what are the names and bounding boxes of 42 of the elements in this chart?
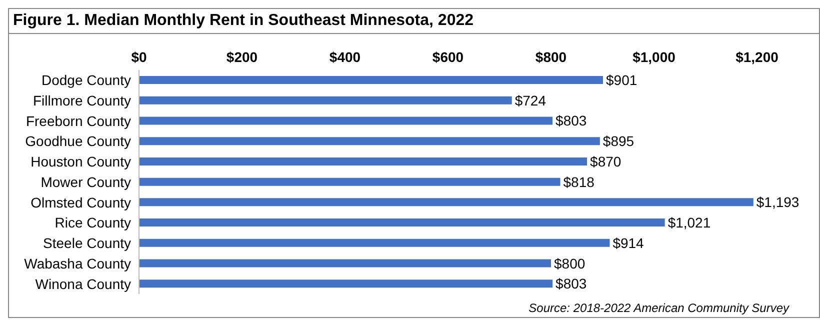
y-tick-label: Steele County — [43, 235, 131, 252]
data-label: $895 — [602, 133, 634, 150]
bar — [139, 259, 551, 268]
bar — [139, 137, 600, 146]
source-note: Source: 2018-2022 American Community Survey — [528, 301, 789, 315]
y-tick-label: Rice County — [54, 214, 131, 231]
y-tick-label: Winona County — [35, 276, 131, 292]
x-tick-label: $200 — [226, 49, 258, 65]
data-label: $818 — [563, 174, 595, 190]
y-tick-label: Olmsted County — [30, 194, 131, 210]
y-tick-label: Dodge County — [41, 72, 131, 88]
data-label: $803 — [556, 112, 587, 129]
x-tick-label: $600 — [432, 49, 464, 65]
bar — [139, 198, 754, 206]
bar — [139, 157, 588, 166]
x-tick-label: $800 — [535, 49, 567, 65]
x-tick-label: $1,200 — [736, 49, 779, 65]
bar — [139, 238, 610, 247]
data-label: $901 — [606, 72, 638, 88]
y-tick-label: Goodhue County — [25, 133, 131, 150]
bar — [139, 280, 553, 288]
y-tick-label: Freeborn County — [26, 112, 131, 129]
chart-title: Figure 1. Median Monthly Rent in Southeast Minnesota, 2022 — [9, 9, 819, 34]
y-tick-label: Houston County — [30, 154, 131, 170]
x-tick-label: $400 — [329, 49, 361, 65]
data-label: $1,021 — [668, 214, 711, 231]
data-label: $870 — [590, 153, 622, 170]
y-tick-label: Wabasha County — [24, 255, 131, 272]
bar — [139, 116, 553, 125]
y-tick-label: Fillmore County — [32, 92, 131, 109]
y-tick-label: Mower County — [40, 174, 131, 190]
bar — [139, 178, 560, 186]
bar — [139, 218, 665, 227]
data-label: $1,193 — [756, 194, 800, 210]
x-tick-label: $0 — [131, 49, 147, 65]
x-tick-label: $1,000 — [632, 49, 676, 65]
data-label: $914 — [612, 234, 644, 251]
data-label: $724 — [514, 92, 546, 108]
data-label: $803 — [556, 276, 587, 292]
bar — [139, 96, 512, 104]
bar — [139, 76, 604, 84]
data-label: $800 — [554, 255, 586, 272]
